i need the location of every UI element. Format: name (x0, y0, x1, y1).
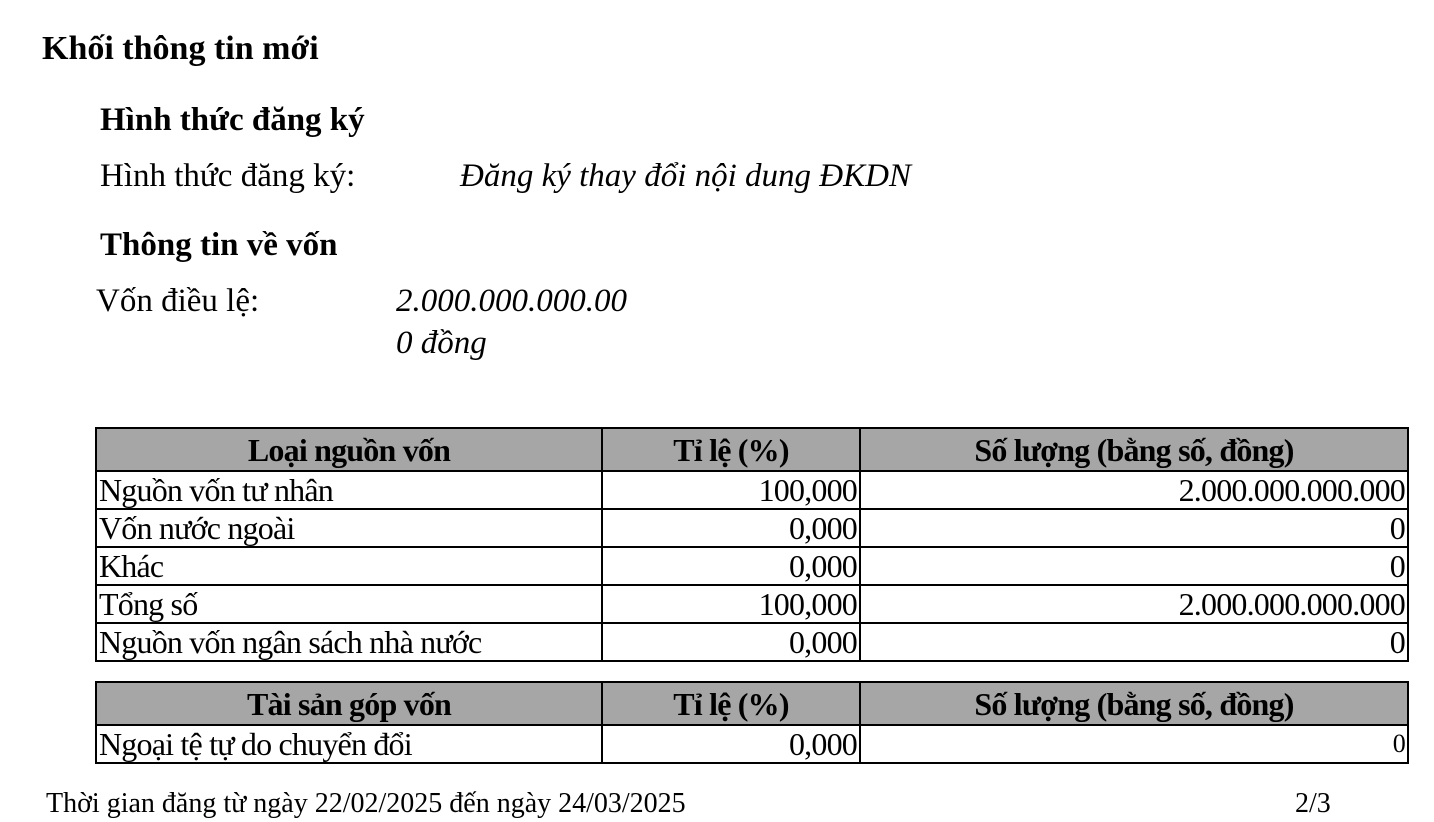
source-name: Nguồn vốn ngân sách nhà nước (95, 622, 603, 662)
header-ratio: Tỉ lệ (%) (601, 681, 861, 726)
asset-name: Ngoại tệ tự do chuyển đổi (95, 724, 603, 764)
header-amount: Số lượng (bằng số, đồng) (859, 427, 1409, 472)
registration-period: Thời gian đăng từ ngày 22/02/2025 đến ng… (46, 788, 686, 819)
table-row: Khác 0,000 0 (95, 546, 1409, 586)
contributed-assets-table: Tài sản góp vốn Tỉ lệ (%) Số lượng (bằng… (95, 681, 1409, 764)
table-row: Ngoại tệ tự do chuyển đổi 0,000 0 (95, 724, 1409, 764)
asset-amount: 0 (859, 724, 1409, 764)
source-amount: 2.000.000.000.000 (859, 584, 1409, 624)
source-ratio: 0,000 (601, 622, 861, 662)
source-amount: 0 (859, 546, 1409, 586)
capital-value-line1: 2.000.000.000.00 (396, 283, 627, 319)
section-title: Khối thông tin mới (42, 30, 319, 67)
source-amount: 0 (859, 622, 1409, 662)
capital-value-line2: 0 đồng (396, 325, 487, 361)
table-row: Tổng số 100,000 2.000.000.000.000 (95, 584, 1409, 624)
table-header-row: Loại nguồn vốn Tỉ lệ (%) Số lượng (bằng … (95, 427, 1409, 472)
capital-sources-table: Loại nguồn vốn Tỉ lệ (%) Số lượng (bằng … (95, 427, 1409, 662)
source-name: Nguồn vốn tư nhân (95, 470, 603, 510)
table-row: Vốn nước ngoài 0,000 0 (95, 508, 1409, 548)
asset-ratio: 0,000 (601, 724, 861, 764)
source-name: Khác (95, 546, 603, 586)
capital-heading: Thông tin về vốn (100, 227, 338, 263)
header-amount: Số lượng (bằng số, đồng) (859, 681, 1409, 726)
registration-heading: Hình thức đăng ký (100, 102, 365, 138)
header-source-type: Loại nguồn vốn (95, 427, 603, 472)
source-name: Tổng số (95, 584, 603, 624)
registration-label: Hình thức đăng ký: (100, 158, 356, 194)
source-ratio: 0,000 (601, 546, 861, 586)
header-ratio: Tỉ lệ (%) (601, 427, 861, 472)
source-ratio: 0,000 (601, 508, 861, 548)
source-amount: 2.000.000.000.000 (859, 470, 1409, 510)
table-row: Nguồn vốn ngân sách nhà nước 0,000 0 (95, 622, 1409, 662)
table-header-row: Tài sản góp vốn Tỉ lệ (%) Số lượng (bằng… (95, 681, 1409, 726)
registration-value: Đăng ký thay đổi nội dung ĐKDN (460, 158, 911, 194)
header-asset-type: Tài sản góp vốn (95, 681, 603, 726)
source-amount: 0 (859, 508, 1409, 548)
source-ratio: 100,000 (601, 470, 861, 510)
capital-label: Vốn điều lệ: (96, 283, 260, 319)
source-ratio: 100,000 (601, 584, 861, 624)
page-number: 2/3 (1295, 788, 1331, 819)
table-row: Nguồn vốn tư nhân 100,000 2.000.000.000.… (95, 470, 1409, 510)
source-name: Vốn nước ngoài (95, 508, 603, 548)
